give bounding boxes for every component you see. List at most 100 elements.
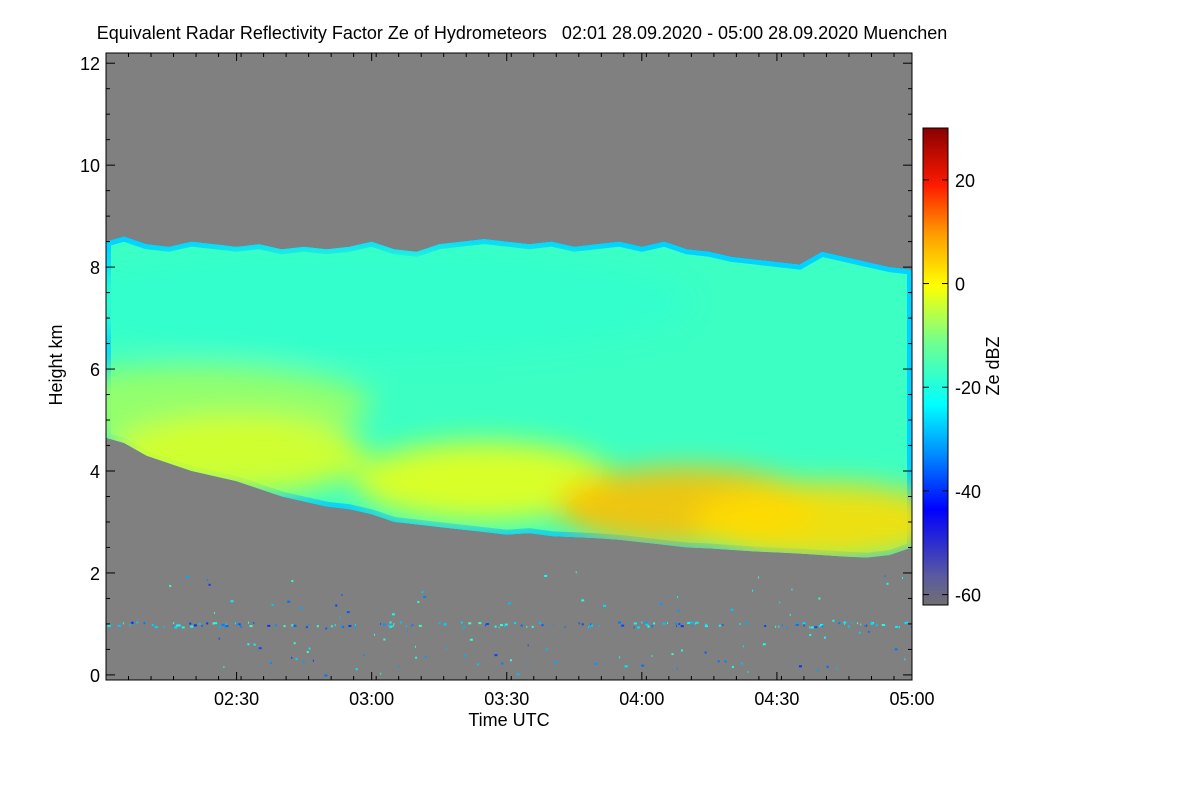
echo-speck (851, 622, 853, 625)
echo-speck (690, 621, 694, 624)
y-axis-label: Height km (46, 324, 66, 405)
echo-speck (802, 622, 806, 625)
echo-speck (821, 625, 823, 628)
echo-speck (341, 625, 344, 628)
echo-speck (645, 623, 649, 626)
echo-speck (335, 604, 338, 607)
echo-speck (163, 625, 165, 628)
echo-speck (504, 623, 508, 626)
echo-speck (554, 661, 558, 664)
echo-speck (392, 624, 394, 627)
echo-speck (722, 623, 724, 626)
echo-speck (143, 622, 146, 625)
echo-speck (884, 624, 886, 627)
echo-speck (814, 626, 818, 629)
echo-speck (291, 579, 294, 582)
echo-speck (856, 622, 858, 625)
echo-speck (868, 630, 870, 633)
echo-speck (382, 623, 386, 626)
feature-core-far-right (691, 481, 912, 558)
echo-speck (131, 621, 134, 624)
echo-speck (214, 622, 218, 625)
echo-speck (641, 621, 643, 624)
echo-speck (293, 624, 297, 627)
echo-speck (724, 660, 727, 663)
y-tick-label: 8 (90, 258, 100, 278)
echo-speck (334, 624, 336, 627)
colorbar-tick-label: -20 (955, 378, 981, 398)
echo-speck (680, 625, 684, 628)
echo-speck (884, 575, 886, 578)
echo-speck (477, 663, 480, 666)
echo-speck (641, 664, 645, 667)
y-axis: 0 2 4 6 8 10 12 (80, 54, 912, 686)
echo-speck (818, 625, 821, 628)
echo-speck (651, 655, 653, 658)
echo-speck (552, 624, 554, 627)
echo-speck (838, 622, 841, 625)
echo-speck (527, 644, 529, 647)
echo-speck (678, 623, 681, 626)
x-tick-label: 03:00 (349, 689, 394, 709)
colorbar: -60 -40 -20 0 20 Ze dBZ (922, 127, 1003, 606)
echo-speck (671, 653, 674, 656)
echo-speck (460, 621, 463, 624)
echo-speck (704, 625, 708, 628)
x-tick-label: 02:30 (214, 689, 259, 709)
echo-speck (212, 622, 215, 625)
echo-speck (341, 593, 343, 596)
echo-speck (677, 596, 679, 599)
echo-speck (637, 626, 641, 629)
colorbar-tick-label: 0 (955, 275, 965, 295)
echo-speck (581, 599, 585, 602)
echo-speck (136, 621, 139, 624)
echo-speck (485, 624, 487, 627)
echo-speck (423, 595, 427, 598)
echo-speck (886, 582, 889, 585)
echo-speck (588, 625, 591, 628)
echo-speck (901, 576, 903, 579)
echo-speck (129, 624, 131, 627)
echo-speck (218, 637, 220, 640)
echo-speck (308, 647, 311, 650)
echo-speck (267, 624, 271, 627)
echo-speck (590, 623, 592, 626)
echo-speck (223, 666, 225, 669)
echo-speck (687, 622, 691, 625)
echo-speck (694, 622, 696, 625)
echo-speck (795, 623, 799, 626)
chart-title: Equivalent Radar Reflectivity Factor Ze … (97, 23, 948, 43)
x-axis: 02:30 03:00 03:30 04:00 04:30 05:00 (105, 53, 935, 709)
echo-speck (417, 600, 420, 603)
echo-speck (705, 623, 708, 626)
echo-speck (363, 654, 365, 657)
echo-speck (617, 621, 621, 624)
echo-speck (293, 642, 296, 645)
echo-speck (253, 643, 256, 646)
echo-speck (399, 621, 402, 624)
echo-speck (189, 622, 192, 625)
echo-speck (624, 665, 628, 668)
echo-speck (206, 578, 208, 581)
echo-speck (501, 662, 504, 665)
echo-speck (581, 623, 584, 626)
echo-speck (508, 602, 512, 605)
echo-speck (464, 654, 467, 657)
echo-speck (190, 625, 194, 628)
echo-speck (253, 621, 255, 624)
echo-speck (881, 624, 885, 627)
echo-speck (781, 624, 783, 627)
echo-speck (306, 650, 309, 653)
echo-speck (762, 643, 766, 646)
echo-speck (718, 624, 721, 627)
echo-speck (747, 671, 749, 674)
echo-speck (443, 623, 447, 626)
echo-speck (843, 621, 847, 624)
echo-speck (499, 624, 503, 627)
low-level-echoes (107, 571, 912, 677)
echo-speck (779, 601, 781, 604)
echo-speck (647, 625, 650, 628)
echo-speck (844, 622, 846, 625)
echo-speck (181, 626, 185, 629)
echo-speck (898, 626, 900, 629)
